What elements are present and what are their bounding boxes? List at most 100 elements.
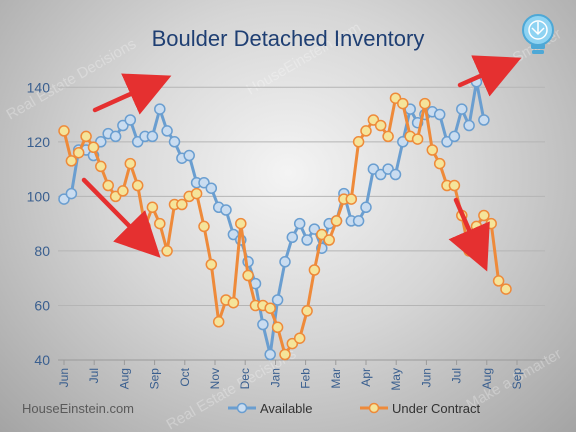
y-tick-label: 140 bbox=[27, 79, 51, 95]
data-point-under-contract bbox=[360, 125, 372, 137]
data-point-under-contract bbox=[500, 283, 512, 295]
x-tick-label: Oct bbox=[178, 367, 192, 386]
data-point-under-contract bbox=[485, 217, 497, 230]
x-tick-label: Jul bbox=[450, 368, 464, 383]
data-point-under-contract bbox=[382, 130, 394, 143]
x-tick-label: Aug bbox=[117, 368, 131, 389]
data-point-under-contract bbox=[345, 193, 358, 205]
data-point-available bbox=[478, 114, 490, 126]
data-point-under-contract bbox=[117, 185, 129, 197]
data-point-available bbox=[205, 182, 218, 194]
watermark-text: Real Estate Decisions bbox=[4, 35, 140, 123]
data-point-under-contract bbox=[72, 146, 85, 159]
data-point-under-contract bbox=[235, 217, 247, 230]
y-tick-label: 80 bbox=[34, 243, 50, 259]
data-point-under-contract bbox=[139, 220, 151, 233]
data-point-available bbox=[389, 168, 402, 181]
legend-label-available: Available bbox=[260, 401, 313, 416]
data-point-under-contract bbox=[470, 220, 483, 233]
data-point-available bbox=[456, 103, 468, 115]
watermark-text: Real Estate Decisions bbox=[164, 345, 300, 432]
data-point-under-contract bbox=[124, 157, 137, 170]
data-point-available bbox=[463, 119, 475, 132]
data-point-under-contract bbox=[146, 201, 159, 214]
data-point-available bbox=[433, 108, 446, 121]
data-point-available bbox=[360, 201, 372, 214]
x-tick-label: Nov bbox=[208, 368, 222, 389]
x-tick-label: Jun bbox=[419, 368, 433, 387]
data-point-under-contract bbox=[308, 264, 321, 276]
data-point-under-contract bbox=[397, 97, 409, 110]
x-tick-label: Apr bbox=[359, 368, 373, 387]
y-tick-label: 40 bbox=[34, 352, 50, 368]
data-point-available bbox=[124, 114, 137, 126]
source-credit: HouseEinstein.com bbox=[22, 401, 134, 416]
x-tick-label: Sep bbox=[510, 368, 524, 390]
x-tick-label: Mar bbox=[329, 368, 343, 389]
trend-arrow-down bbox=[448, 197, 490, 272]
legend: Available Under Contract bbox=[228, 401, 481, 416]
x-tick-label: Jun bbox=[57, 368, 71, 387]
data-point-under-contract bbox=[492, 275, 505, 287]
data-point-under-contract bbox=[102, 179, 114, 192]
data-point-under-contract bbox=[212, 316, 225, 328]
legend-item-available: Available bbox=[228, 401, 313, 416]
x-tick-label: Jan bbox=[268, 368, 282, 387]
data-point-under-contract bbox=[154, 217, 166, 230]
data-point-under-contract bbox=[301, 305, 313, 317]
data-point-under-contract bbox=[190, 187, 203, 200]
data-point-under-contract bbox=[323, 234, 335, 246]
data-point-under-contract bbox=[176, 198, 188, 211]
trend-arrows bbox=[81, 55, 522, 272]
data-point-under-contract bbox=[271, 321, 284, 334]
x-tick-label: Feb bbox=[299, 368, 313, 389]
data-point-available bbox=[109, 130, 122, 143]
data-point-available bbox=[154, 103, 166, 115]
x-tick-label: Sep bbox=[148, 368, 162, 390]
data-point-under-contract bbox=[448, 179, 461, 192]
data-point-under-contract bbox=[161, 245, 173, 257]
x-tick-label: Aug bbox=[480, 368, 494, 389]
data-point-under-contract bbox=[478, 209, 490, 222]
data-point-available bbox=[168, 136, 181, 148]
data-point-under-contract bbox=[95, 160, 107, 173]
data-point-under-contract bbox=[87, 141, 100, 154]
data-point-available bbox=[448, 130, 461, 143]
trend-arrow-down bbox=[81, 177, 161, 258]
y-tick-label: 120 bbox=[27, 134, 51, 150]
legend-marker-under-contract bbox=[368, 402, 380, 414]
lightbulb-icon bbox=[522, 14, 554, 54]
data-point-available bbox=[293, 217, 306, 230]
data-point-under-contract bbox=[433, 157, 446, 170]
data-point-under-contract bbox=[205, 258, 218, 271]
data-point-available bbox=[146, 130, 159, 143]
data-point-available bbox=[352, 215, 365, 227]
trend-arrow-up bbox=[92, 73, 172, 115]
data-point-available bbox=[183, 149, 195, 162]
data-point-under-contract bbox=[374, 119, 387, 132]
data-point-under-contract bbox=[131, 179, 144, 192]
data-point-under-contract bbox=[264, 302, 276, 314]
data-point-available bbox=[220, 204, 232, 216]
data-point-available bbox=[286, 231, 299, 244]
data-point-under-contract bbox=[198, 220, 210, 233]
legend-label-under-contract: Under Contract bbox=[392, 401, 481, 416]
y-axis: 40 60 80 100 120 140 bbox=[27, 79, 51, 368]
data-point-under-contract bbox=[242, 269, 254, 282]
data-point-under-contract bbox=[419, 97, 431, 110]
data-point-available bbox=[161, 125, 173, 137]
data-point-available bbox=[257, 318, 269, 331]
legend-marker-available bbox=[236, 402, 248, 414]
data-point-under-contract bbox=[411, 133, 424, 145]
data-point-available bbox=[271, 294, 284, 306]
series-under-contract bbox=[58, 92, 512, 361]
data-point-available bbox=[279, 256, 291, 268]
data-point-under-contract bbox=[58, 125, 70, 137]
data-point-under-contract bbox=[330, 215, 343, 227]
data-point-under-contract bbox=[279, 348, 291, 361]
legend-item-under-contract: Under Contract bbox=[360, 401, 481, 416]
x-axis: Jun Jul Aug Sep Oct Nov Dec Jan Feb Mar Apr May Jun J… bbox=[57, 359, 545, 391]
chart-title: Boulder Detached Inventory bbox=[152, 26, 425, 51]
data-point-available bbox=[301, 234, 313, 246]
